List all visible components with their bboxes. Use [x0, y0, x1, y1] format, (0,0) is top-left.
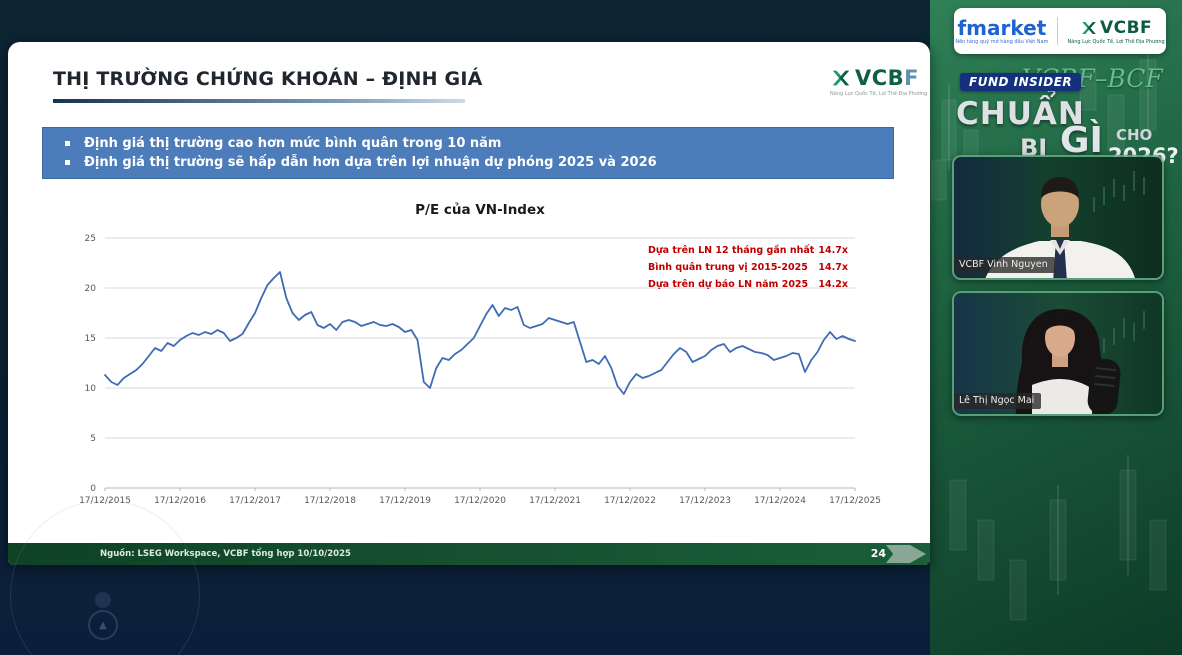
pe-chart: P/E của VN-Index 0 5 10 15 20 25 17/12/2015 17/… — [8, 192, 930, 522]
participant-name-label: VCBF Vinh Nguyen — [954, 257, 1055, 273]
show-title-block: FUND INSIDER VCBF–BCF CHUẨN BỊ GÌ CHO 20… — [930, 60, 1182, 195]
vcbf-logo: VCBF Năng Lực Quốc Tế, Lợi Thế Địa Phươn… — [1067, 18, 1164, 45]
x-tick-label: 17/12/2017 — [229, 496, 281, 506]
bullet-text: Định giá thị trường cao hơn mức bình quâ… — [84, 136, 502, 151]
bullet-square-icon — [65, 141, 70, 146]
chart-title: P/E của VN-Index — [415, 202, 545, 218]
footer-arrow-icon — [886, 545, 926, 563]
show-word-gi: GÌ — [1060, 120, 1103, 161]
vcbf-wordmark-blue: F — [904, 66, 920, 90]
legend-row: Bình quân trung vị 2015-2025 14.7x — [648, 259, 848, 276]
x-tick-label: 17/12/2025 — [829, 496, 881, 506]
fmarket-tagline: Nền tảng quỹ mở hàng đầu Việt Nam — [955, 38, 1049, 45]
legend-row: Dựa trên dự báo LN năm 2025 14.2x — [648, 276, 848, 293]
y-tick-label: 0 — [90, 484, 96, 494]
bullet-item: Định giá thị trường sẽ hấp dẫn hơn dựa t… — [59, 155, 893, 170]
key-points-box: Định giá thị trường cao hơn mức bình quâ… — [42, 127, 894, 179]
source-note: Nguồn: LSEG Workspace, VCBF tổng hợp 10/… — [100, 549, 351, 559]
vcbf-wordmark-green: VCB — [855, 66, 905, 90]
show-word-chuan: CHUẨN — [956, 96, 1085, 132]
x-tick-label: 17/12/2021 — [529, 496, 581, 506]
bullet-square-icon — [65, 160, 70, 165]
y-tick-label: 10 — [85, 384, 97, 394]
bullet-text: Định giá thị trường sẽ hấp dẫn hơn dựa t… — [84, 155, 657, 170]
x-tick-label: 17/12/2022 — [604, 496, 656, 506]
candlestick-pattern — [931, 45, 1167, 621]
decor-dot — [95, 592, 111, 608]
vcbf-x-icon — [832, 70, 850, 86]
vcbf-wordmark: VCBF — [1099, 17, 1153, 38]
participant-name-label: Lê Thị Ngọc Mai — [954, 393, 1042, 409]
y-tick-label: 5 — [90, 434, 96, 444]
vcbf-x-icon — [1082, 21, 1096, 34]
fmarket-logo: fmarket Nền tảng quỹ mở hàng đầu Việt Na… — [955, 18, 1048, 45]
legend-value: 14.2x — [818, 279, 848, 290]
show-word-cho: CHO — [1116, 126, 1153, 144]
legend-label: Bình quân trung vị 2015-2025 — [648, 262, 808, 273]
slide-vcbf-logo: VCBF Năng Lực Quốc Tế, Lợi Thế Địa Phươn… — [830, 66, 930, 97]
x-tick-label: 17/12/2018 — [304, 496, 356, 506]
sidebar-background: fmarket Nền tảng quỹ mở hàng đầu Việt Na… — [930, 0, 1182, 655]
slide-title: THỊ TRƯỜNG CHỨNG KHOÁN – ĐỊNH GIÁ — [53, 68, 483, 90]
vcbf-logo-tagline: Năng Lực Quốc Tế, Lợi Thế Địa Phương — [830, 91, 928, 97]
partner-logos-card: fmarket Nền tảng quỹ mở hàng đầu Việt Na… — [954, 8, 1166, 54]
page-number: 24 — [870, 547, 886, 560]
x-tick-label: 17/12/2024 — [754, 496, 806, 506]
fund-insider-badge: FUND INSIDER — [960, 73, 1082, 91]
legend-label: Dựa trên dự báo LN năm 2025 — [648, 279, 809, 290]
y-tick-label: 25 — [85, 234, 96, 244]
x-tick-label: 17/12/2019 — [379, 496, 431, 506]
video-tile-vinh-nguyen[interactable]: VCBF Vinh Nguyen — [952, 155, 1164, 280]
video-tile-ngoc-mai[interactable]: Lê Thị Ngọc Mai — [952, 291, 1164, 416]
y-tick-label: 15 — [85, 334, 96, 344]
logo-divider — [1057, 17, 1059, 45]
legend-row: Dựa trên LN 12 tháng gần nhất 14.7x — [648, 242, 848, 259]
pe-line-series — [104, 271, 856, 395]
fmarket-wordmark: fmarket — [957, 15, 1047, 40]
presentation-slide: THỊ TRƯỜNG CHỨNG KHOÁN – ĐỊNH GIÁ VCBF N… — [8, 42, 930, 565]
chart-legend: Dựa trên LN 12 tháng gần nhất 14.7x Bình q… — [648, 242, 848, 293]
x-tick-label: 17/12/2020 — [454, 496, 506, 506]
legend-label: Dựa trên LN 12 tháng gần nhất — [648, 245, 815, 256]
slide-footer-bar: Nguồn: LSEG Workspace, VCBF tổng hợp 10/… — [8, 543, 930, 565]
y-tick-label: 20 — [85, 284, 97, 294]
title-underline — [53, 99, 465, 103]
play-button-watermark: ▲ — [88, 610, 118, 640]
legend-value: 14.7x — [818, 245, 848, 256]
x-tick-label: 17/12/2023 — [679, 496, 731, 506]
legend-value: 14.7x — [818, 262, 848, 273]
vcbf-tagline: Năng Lực Quốc Tế, Lợi Thế Địa Phương — [1067, 38, 1165, 45]
x-tick-label: 17/12/2016 — [154, 496, 206, 506]
bullet-item: Định giá thị trường cao hơn mức bình quâ… — [59, 136, 893, 151]
